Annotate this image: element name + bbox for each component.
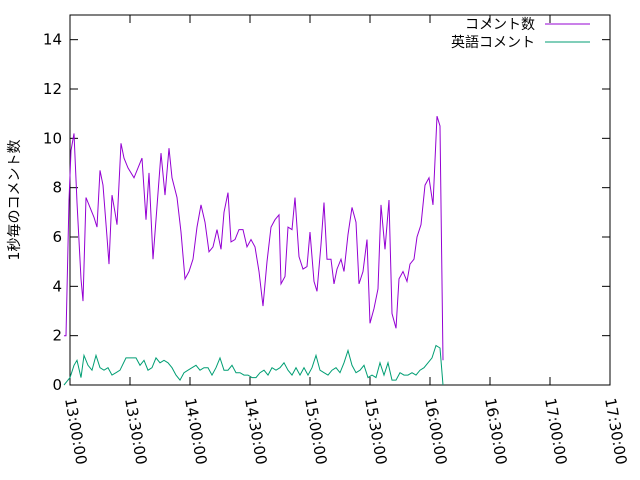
x-tick-label: 16:00:00 (421, 397, 450, 466)
y-tick-label: 8 (52, 179, 62, 197)
x-tick-label: 14:30:00 (241, 397, 270, 466)
y-tick-label: 10 (43, 129, 62, 147)
legend-label: 英語コメント (451, 34, 535, 51)
y-tick-label: 6 (52, 228, 62, 246)
plot-border (69, 14, 611, 386)
x-axis: 13:00:00 13:30:00 14:00:00 14:30:00 15:00:00… (61, 15, 630, 466)
x-tick-label: 14:00:00 (181, 397, 210, 466)
plot-frame (69, 14, 611, 386)
legend-label: コメント数 (465, 17, 535, 33)
y-axis-title: 1秒毎のコメント数 (7, 140, 23, 261)
x-tick-label: 15:00:00 (301, 397, 330, 466)
y-tick-label: 14 (43, 31, 62, 49)
y-tick-label: 12 (43, 80, 62, 98)
x-tick-label: 16:30:00 (481, 397, 510, 466)
x-tick-label: 13:00:00 (61, 397, 90, 466)
x-tick-label: 17:00:00 (541, 397, 570, 466)
x-tick-label: 17:30:00 (601, 397, 630, 466)
y-tick-label: 4 (52, 277, 62, 295)
x-tick-label: 13:30:00 (121, 397, 150, 466)
y-axis: 0 2 4 6 8 10 12 14 (43, 31, 610, 394)
y-tick-label: 2 (52, 327, 62, 345)
series-layer (63, 115, 444, 386)
series-line-english-comments (63, 344, 444, 386)
y-tick-label: 0 (52, 376, 62, 394)
x-tick-label: 15:30:00 (361, 397, 390, 466)
series-line-comments (64, 115, 444, 361)
